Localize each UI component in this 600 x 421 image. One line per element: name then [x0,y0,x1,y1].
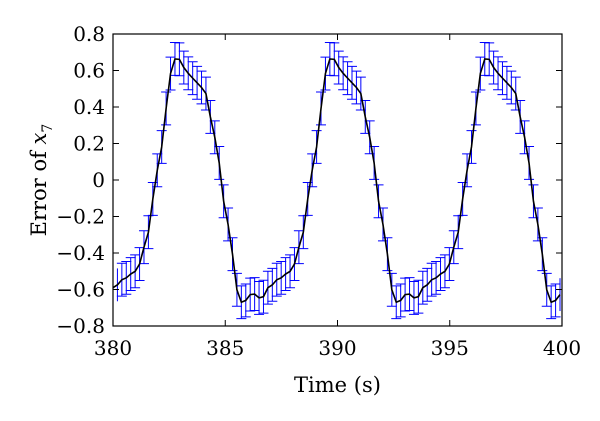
y-axis: 0.8 0.6 0.4 0.2 0 −0.2 −0.4 −0.6 −0.8 [56,22,562,338]
x-tick-label: 390 [318,336,356,360]
series-line [112,58,561,304]
y-tick-label: 0.2 [73,132,105,156]
x-tick-label: 385 [206,336,244,360]
y-axis-label-prefix: Error of [27,144,51,236]
y-axis-label: Error of x7 [27,124,56,237]
x-tick-label: 400 [543,336,581,360]
x-axis-label: Time (s) [294,373,381,397]
y-tick-label: −0.8 [56,314,105,338]
y-tick-label: −0.6 [56,278,105,302]
y-tick-label: 0.4 [73,95,105,119]
x-tick-label: 380 [94,336,132,360]
plot-frame [112,33,563,327]
y-tick-label: −0.2 [56,205,105,229]
y-axis-label-sub: 7 [40,124,56,133]
x-axis: 380 385 390 395 400 [94,34,581,360]
y-tick-label: 0.8 [73,22,105,46]
plot-marks [112,42,561,320]
y-tick-label: 0.6 [73,59,105,83]
x-tick-label: 395 [431,336,469,360]
y-axis-label-var: x [27,132,51,144]
y-tick-label: 0 [92,168,105,192]
y-tick-label: −0.4 [56,241,105,265]
